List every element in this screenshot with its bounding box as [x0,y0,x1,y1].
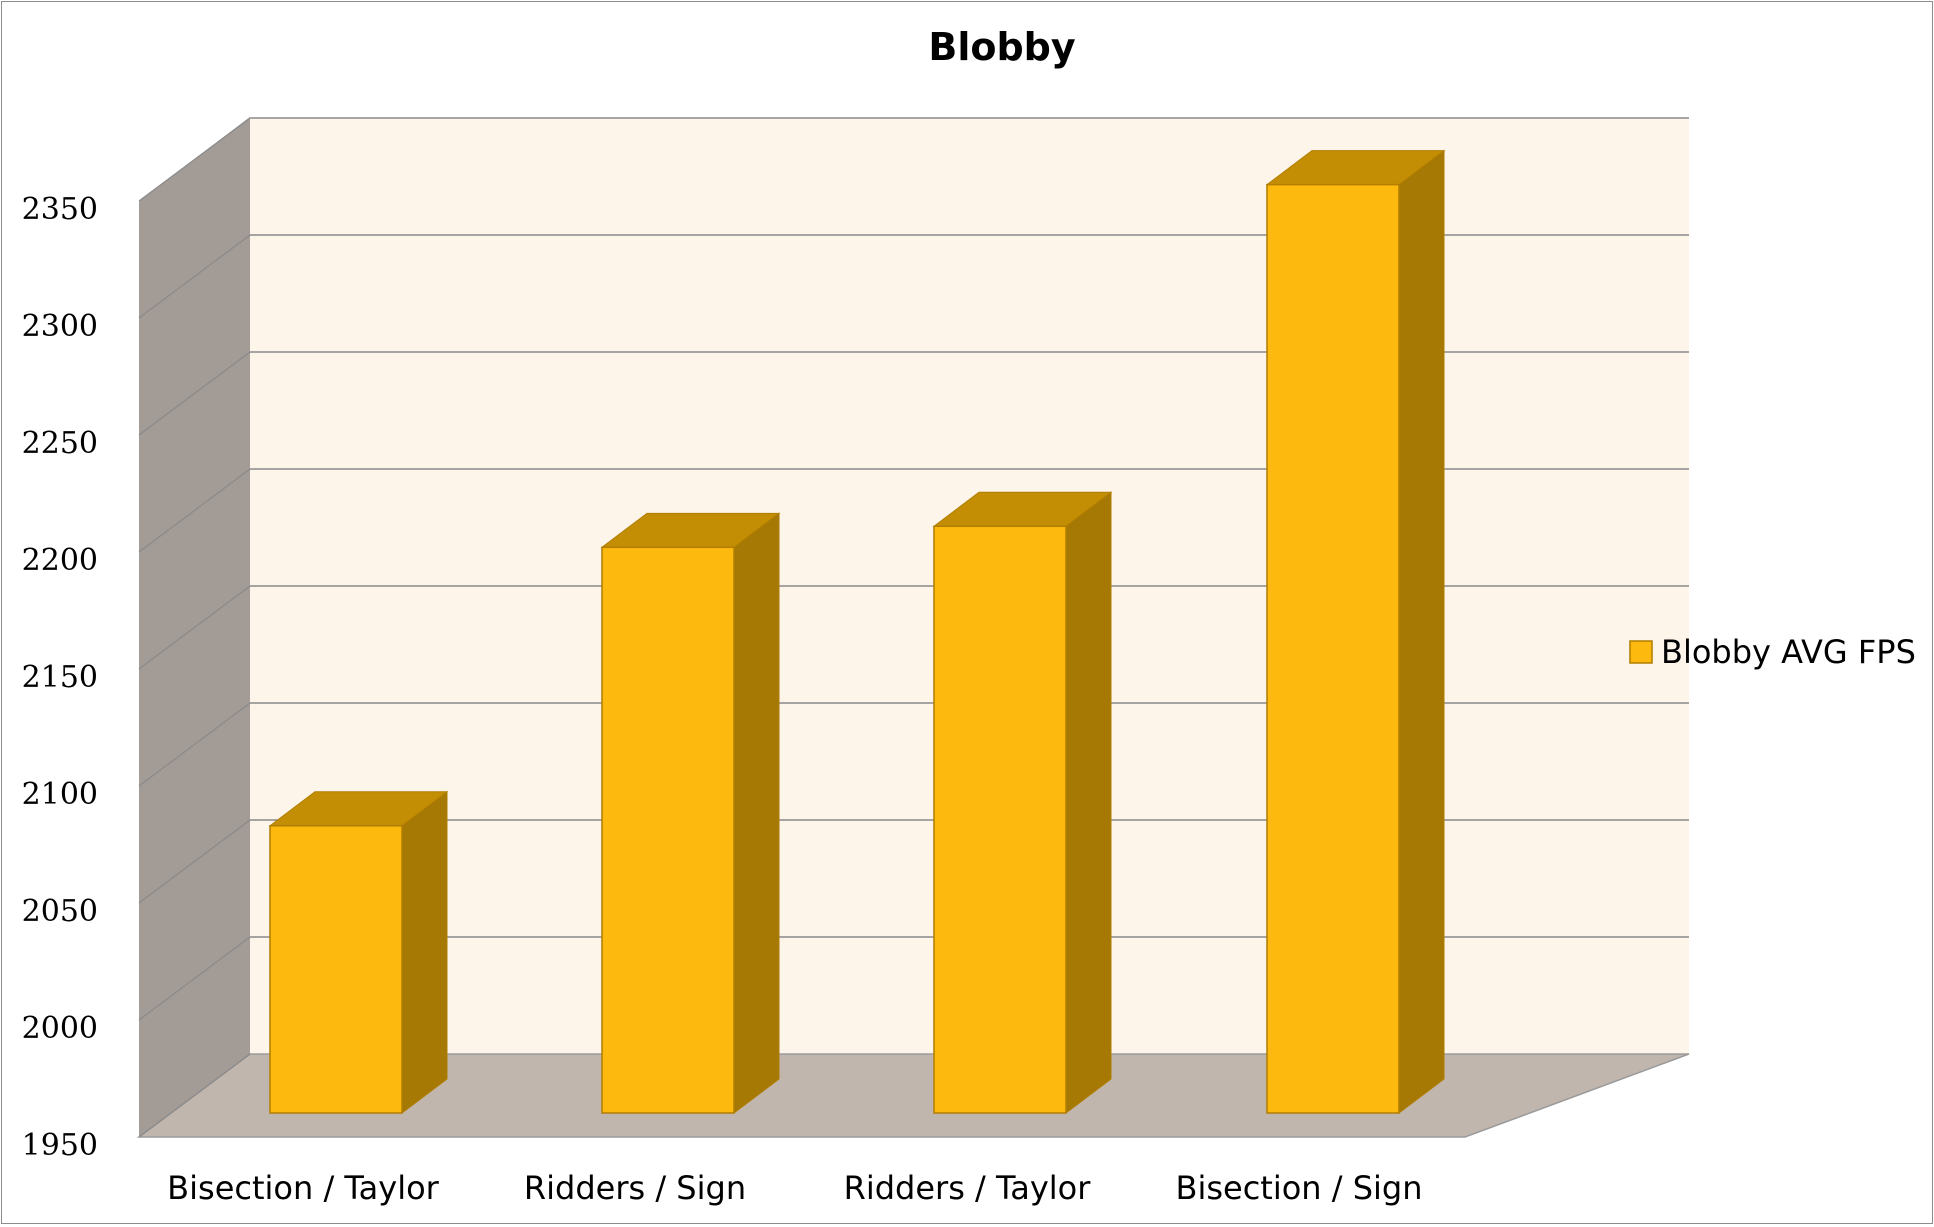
bar-front [933,525,1067,1114]
y-tick-label: 2350 [22,192,98,227]
side-gridline [138,351,251,436]
bar-side [1065,491,1112,1115]
legend-swatch [1629,640,1653,664]
side-gridline [138,234,251,319]
side-gridline [138,468,251,553]
bar-front [269,825,403,1114]
y-axis-ticks: 1950 2000 2050 2100 2150 2200 2250 2300 2350 [22,192,98,1163]
y-tick-label: 2300 [22,309,98,344]
y-tick-label: 2000 [22,1011,98,1046]
legend: Blobby AVG FPS [1629,633,1916,671]
side-gridline [138,585,251,670]
y-tick-label: 2250 [22,426,98,461]
bars [268,149,1446,1115]
bar [932,491,1113,1115]
y-tick-label: 2150 [22,660,98,695]
y-tick-label: 2200 [22,543,98,578]
bar-side [401,790,448,1115]
x-category-label: Bisection / Sign [1175,1169,1422,1207]
bar [1265,149,1446,1115]
side-gridline [138,936,251,1021]
chart-title: Blobby [928,25,1075,69]
y-tick-label: 2050 [22,894,98,929]
side-gridline [138,117,251,202]
side-gridline [138,1053,251,1138]
bar-front [1266,183,1400,1114]
bar [268,790,449,1115]
x-category-label: Ridders / Sign [524,1169,746,1207]
bar [600,512,781,1115]
x-category-label: Bisection / Taylor [167,1169,439,1207]
bar-front [601,546,735,1114]
legend-label: Blobby AVG FPS [1661,633,1916,671]
x-category-label: Ridders / Taylor [844,1169,1092,1207]
bar-side [1398,149,1445,1115]
y-tick-label: 1950 [22,1128,98,1163]
side-gridline [138,702,251,787]
side-gridline [138,819,251,904]
bar-side [733,512,780,1115]
y-tick-label: 2100 [22,777,98,812]
x-axis-categories: Bisection / Taylor Ridders / Sign Ridders … [167,1169,1422,1207]
